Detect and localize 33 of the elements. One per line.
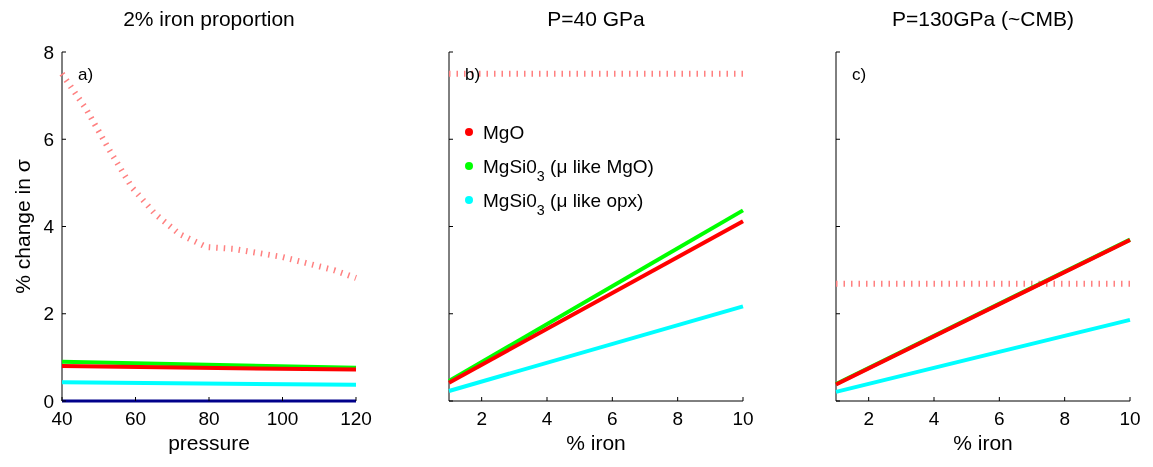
x-tick-label: 120 bbox=[340, 408, 372, 429]
x-tick-label: 6 bbox=[994, 408, 1005, 429]
y-tick-label: 2 bbox=[43, 303, 54, 325]
x-tick-label: 8 bbox=[672, 408, 683, 429]
chart-title: 2% iron proportion bbox=[123, 7, 295, 30]
chart-title: P=130GPa (~CMB) bbox=[891, 7, 1075, 30]
x-axis-title: % iron bbox=[953, 431, 1013, 454]
x-tick-label: 40 bbox=[51, 408, 73, 429]
chart-title: P=40 GPa bbox=[547, 7, 646, 30]
x-axis-title: % iron bbox=[566, 431, 626, 454]
annotation: b) bbox=[465, 65, 481, 84]
x-tick-label: 10 bbox=[1119, 408, 1141, 429]
x-tick-label: 6 bbox=[607, 408, 618, 429]
legend-label: MgSi0$_{3}$ (μ like MgO) bbox=[483, 155, 654, 184]
x-tick-label: 2 bbox=[863, 408, 874, 429]
annotation: c) bbox=[852, 65, 867, 84]
x-tick-label: 10 bbox=[732, 408, 754, 429]
x-axis-title: pressure bbox=[168, 431, 250, 454]
y-axis-title: % change in σ bbox=[11, 159, 34, 294]
x-tick-label: 2 bbox=[476, 408, 487, 429]
annotation: a) bbox=[78, 65, 94, 84]
y-tick-label: 4 bbox=[43, 216, 55, 238]
y-tick-label: 0 bbox=[43, 390, 54, 412]
y-tick-label: 6 bbox=[43, 128, 54, 150]
x-tick-label: 8 bbox=[1059, 408, 1070, 429]
legend-label: MgO bbox=[483, 121, 525, 143]
x-tick-label: 4 bbox=[541, 408, 553, 429]
x-tick-label: 4 bbox=[928, 408, 940, 429]
x-tick-label: 100 bbox=[266, 408, 299, 429]
x-tick-label: 80 bbox=[198, 408, 220, 429]
y-tick-label: 8 bbox=[43, 41, 54, 63]
legend-label: MgSi0$_{3}$ (μ like opx) bbox=[483, 189, 644, 218]
x-tick-label: 60 bbox=[124, 408, 147, 429]
